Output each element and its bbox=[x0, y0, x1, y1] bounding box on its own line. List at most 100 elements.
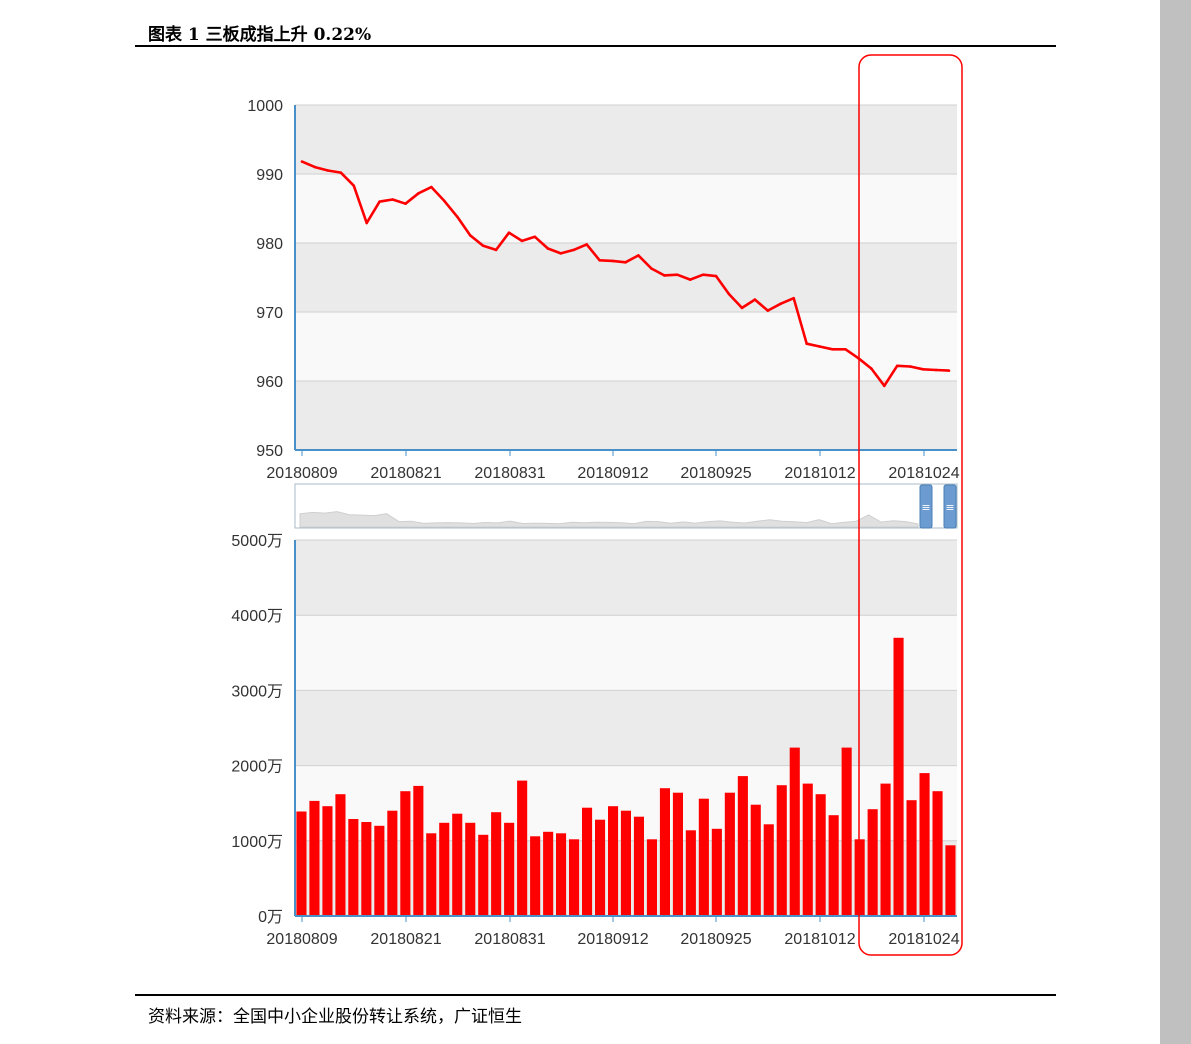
y-tick-label: 2000万 bbox=[231, 759, 283, 776]
plot-band bbox=[295, 312, 957, 381]
price-point bbox=[792, 296, 796, 300]
volume-bar bbox=[633, 816, 644, 916]
volume-bar bbox=[659, 788, 670, 916]
price-point bbox=[339, 171, 343, 174]
price-point bbox=[611, 259, 614, 263]
volume-bar bbox=[504, 822, 515, 916]
volume-chart-axes bbox=[294, 540, 957, 917]
price-chart-bands bbox=[295, 105, 957, 450]
volume-bar bbox=[750, 804, 761, 916]
price-point bbox=[883, 384, 886, 388]
volume-bar bbox=[335, 794, 346, 916]
price-point bbox=[365, 221, 369, 225]
plot-band bbox=[295, 174, 957, 243]
volume-bar bbox=[724, 792, 735, 916]
grip-icon: ≡ bbox=[945, 501, 954, 514]
price-point bbox=[650, 267, 653, 270]
price-point bbox=[908, 365, 912, 368]
volume-bar bbox=[867, 809, 878, 916]
volume-bar bbox=[400, 791, 411, 916]
volume-bar bbox=[491, 812, 502, 916]
price-point bbox=[766, 309, 770, 312]
volume-bar bbox=[737, 776, 748, 916]
volume-bar bbox=[620, 810, 631, 916]
volume-bar bbox=[828, 815, 839, 916]
volume-bar bbox=[698, 798, 709, 916]
volume-bar bbox=[322, 806, 333, 916]
x-tick-label: 20181012 bbox=[784, 465, 855, 482]
y-tick-label: 3000万 bbox=[231, 683, 283, 700]
navigator-left-handle[interactable] bbox=[919, 484, 933, 529]
volume-bar bbox=[595, 819, 606, 916]
volume-bar bbox=[880, 783, 891, 916]
price-point bbox=[675, 273, 679, 277]
plot-band bbox=[295, 243, 957, 312]
price-point bbox=[378, 200, 381, 203]
price-point bbox=[934, 368, 938, 372]
volume-bar bbox=[919, 773, 930, 916]
x-tick-label: 20180912 bbox=[577, 465, 648, 482]
price-point bbox=[753, 298, 757, 301]
price-point bbox=[559, 252, 563, 255]
price-point bbox=[520, 239, 524, 243]
x-tick-label: 20180831 bbox=[474, 465, 545, 482]
volume-bar bbox=[361, 822, 372, 916]
price-point bbox=[831, 347, 834, 351]
plot-band bbox=[295, 381, 957, 450]
x-tick-label: 20180912 bbox=[577, 931, 648, 948]
volume-bar bbox=[906, 800, 917, 916]
volume-bar bbox=[439, 822, 450, 916]
volume-bar bbox=[426, 833, 437, 916]
y-tick-label: 0万 bbox=[258, 909, 283, 926]
navigator-right-handle[interactable] bbox=[943, 484, 957, 529]
x-tick-label: 20181012 bbox=[784, 931, 855, 948]
price-point bbox=[533, 235, 537, 239]
x-tick-label: 20180925 bbox=[680, 931, 751, 948]
x-tick-label: 20180821 bbox=[370, 465, 441, 482]
y-tick-label: 5000万 bbox=[231, 533, 283, 550]
price-point bbox=[663, 274, 666, 277]
zoom-navigator[interactable]: ≡ ≡ bbox=[294, 483, 958, 529]
plot-band bbox=[295, 540, 957, 616]
plot-band bbox=[295, 105, 957, 174]
volume-bar bbox=[672, 792, 683, 916]
source-note: 资料来源：全国中小企业股份转让系统，广证恒生 bbox=[148, 1007, 522, 1027]
scrollbar-track[interactable] bbox=[1160, 0, 1191, 1044]
price-point bbox=[481, 244, 485, 248]
price-point bbox=[300, 160, 304, 163]
volume-bar bbox=[776, 785, 787, 916]
volume-bar bbox=[465, 822, 476, 916]
volume-bar bbox=[517, 780, 528, 916]
y-tick-label: 990 bbox=[256, 167, 283, 184]
price-point bbox=[624, 261, 627, 264]
volume-bar bbox=[569, 839, 580, 916]
volume-bar bbox=[841, 747, 852, 916]
volume-bar bbox=[309, 800, 320, 916]
price-point bbox=[701, 273, 705, 277]
volume-bar bbox=[530, 836, 541, 916]
price-point bbox=[598, 258, 601, 262]
navigator-frame bbox=[294, 483, 958, 529]
plot-band bbox=[295, 615, 957, 691]
price-point bbox=[740, 306, 744, 310]
y-tick-label: 1000万 bbox=[231, 834, 283, 851]
volume-bar bbox=[802, 783, 813, 916]
grip-icon: ≡ bbox=[921, 501, 930, 514]
price-point bbox=[391, 198, 394, 201]
x-tick-label: 20180809 bbox=[266, 465, 337, 482]
x-tick-label: 20180821 bbox=[370, 931, 441, 948]
price-point bbox=[404, 202, 407, 205]
price-point bbox=[921, 367, 925, 371]
price-point bbox=[870, 367, 873, 370]
x-tick-label: 20181024 bbox=[888, 465, 959, 482]
price-point bbox=[443, 199, 446, 203]
volume-bar bbox=[711, 828, 722, 916]
y-tick-label: 980 bbox=[256, 236, 283, 253]
navigator-preview-area bbox=[299, 511, 919, 528]
price-chart-axes bbox=[294, 105, 957, 451]
price-point bbox=[430, 185, 433, 189]
volume-bar bbox=[348, 819, 359, 916]
price-point bbox=[688, 278, 692, 281]
y-tick-label: 950 bbox=[256, 443, 283, 460]
